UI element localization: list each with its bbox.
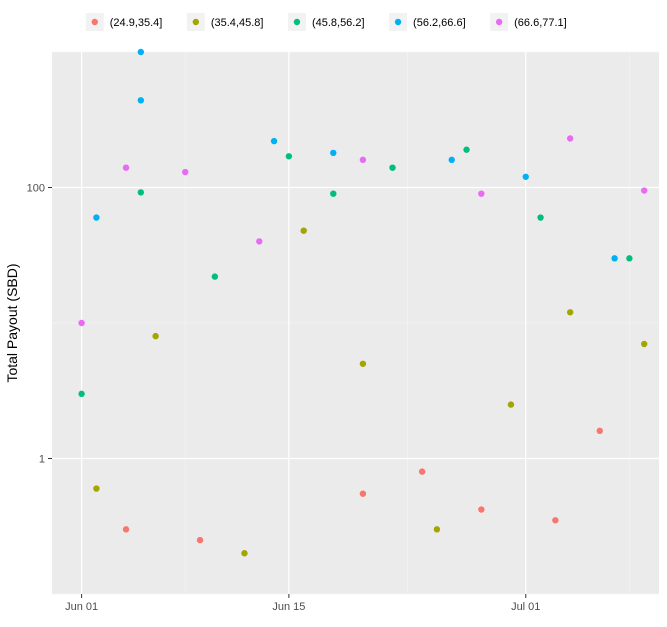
data-point-series-1	[418, 468, 426, 475]
x-tick-label: Jun 15	[272, 601, 305, 613]
y-tick-label: 1	[39, 454, 45, 466]
data-point-series-5	[640, 187, 648, 194]
legend-label: (35.4,45.8]	[211, 17, 264, 29]
legend-marker	[91, 18, 98, 26]
points-layer	[78, 48, 648, 557]
data-point-series-4	[137, 97, 145, 104]
x-tick-label: Jul 01	[511, 601, 540, 613]
grid-major	[52, 52, 659, 594]
legend-marker	[394, 18, 402, 26]
data-point-series-4	[330, 149, 337, 157]
data-point-series-2	[93, 485, 100, 492]
data-point-series-4	[137, 48, 145, 56]
data-point-series-3	[285, 153, 293, 160]
data-point-series-3	[137, 189, 145, 196]
legend-label: (66.6,77.1]	[514, 17, 567, 29]
y-axis: 1 100	[27, 183, 52, 466]
data-point-series-5	[359, 156, 367, 164]
data-point-series-1	[122, 526, 130, 533]
data-point-series-3	[211, 273, 219, 280]
data-point-series-5	[566, 135, 574, 142]
data-point-series-3	[626, 255, 633, 262]
data-point-series-5	[78, 319, 85, 327]
legend: (24.9,35.4] (35.4,45.8] (45.8,56.2] (56.2,6…	[85, 13, 567, 31]
x-axis: Jun 01 Jun 15 Jul 01	[65, 594, 540, 613]
data-point-series-4	[448, 156, 455, 164]
data-point-series-1	[596, 427, 603, 435]
data-point-series-2	[640, 340, 648, 348]
data-point-series-1	[359, 490, 367, 497]
grid-minor	[52, 51, 659, 595]
data-point-series-2	[300, 227, 307, 234]
legend-label: (45.8,56.2]	[312, 17, 365, 29]
data-point-series-3	[463, 146, 470, 153]
data-point-series-4	[270, 137, 278, 145]
data-point-series-1	[552, 517, 559, 524]
data-point-series-2	[359, 360, 367, 367]
y-tick-label: 100	[27, 183, 45, 195]
data-point-series-2	[241, 550, 248, 557]
legend-label: (24.9,35.4]	[110, 17, 163, 29]
data-point-series-4	[93, 214, 100, 221]
data-point-series-4	[522, 173, 529, 180]
y-axis-title: Total Payout (SBD)	[4, 263, 20, 382]
data-point-series-3	[537, 214, 544, 221]
data-point-series-3	[330, 190, 337, 197]
data-point-series-3	[78, 390, 85, 398]
data-point-series-4	[611, 255, 618, 262]
data-point-series-1	[478, 506, 485, 513]
data-point-series-5	[478, 190, 485, 197]
legend-marker	[293, 18, 301, 26]
data-point-series-5	[182, 168, 189, 176]
data-point-series-5	[122, 164, 130, 171]
data-point-series-2	[507, 401, 515, 408]
legend-marker	[495, 18, 503, 26]
data-point-series-3	[389, 164, 396, 171]
legend-label: (56.2,66.6]	[413, 17, 466, 29]
x-tick-label: Jun 01	[65, 601, 98, 613]
legend-marker	[192, 18, 200, 26]
data-point-series-1	[196, 536, 204, 544]
data-point-series-2	[566, 309, 574, 316]
data-point-series-2	[433, 526, 441, 533]
data-point-series-5	[256, 238, 263, 245]
data-point-series-2	[152, 332, 159, 340]
